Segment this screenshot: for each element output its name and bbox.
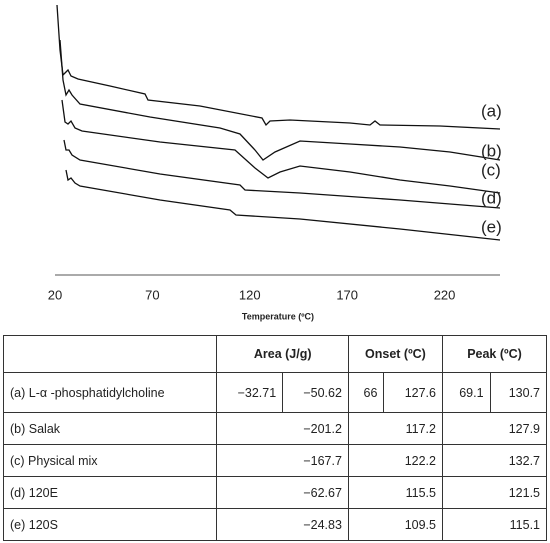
cell: 122.2 bbox=[347, 444, 443, 477]
curve bbox=[65, 169, 501, 241]
curve-label: (a) bbox=[481, 101, 502, 120]
cell: 127.9 bbox=[441, 412, 548, 445]
cell: −24.83 bbox=[216, 508, 349, 541]
table-row: (a) L-α -phosphatidylcholine −32.71 −50.62… bbox=[2, 372, 548, 413]
cell: 66 bbox=[347, 372, 385, 413]
row-label: (c) Physical mix bbox=[2, 444, 218, 477]
row-label: (b) Salak bbox=[2, 412, 218, 445]
curve-label: (c) bbox=[481, 160, 501, 179]
cell: −201.2 bbox=[216, 412, 349, 445]
cell: 130.7 bbox=[489, 372, 548, 413]
cell: 127.6 bbox=[383, 372, 443, 413]
header-cell: Onset (ºC) bbox=[347, 335, 443, 373]
x-tick-label: 220 bbox=[434, 287, 456, 302]
curve-label: (b) bbox=[481, 141, 502, 160]
cell: 132.7 bbox=[441, 444, 548, 477]
table-row: (b) Salak −201.2 117.2 127.9 bbox=[2, 412, 548, 445]
cell: 115.5 bbox=[347, 476, 443, 509]
x-tick-label: 120 bbox=[239, 287, 261, 302]
cell: −62.67 bbox=[216, 476, 349, 509]
cell: 115.1 bbox=[441, 508, 548, 541]
x-axis-label: Temperature (ºC) bbox=[242, 311, 314, 321]
row-label: (d) 120E bbox=[2, 476, 218, 509]
curve bbox=[59, 39, 501, 161]
header-row: Area (J/g) Onset (ºC) Peak (ºC) bbox=[2, 335, 548, 373]
cell: 117.2 bbox=[347, 412, 443, 445]
x-tick-label: 20 bbox=[48, 287, 62, 302]
row-label: (e) 120S bbox=[2, 508, 218, 541]
x-tick-label: 170 bbox=[336, 287, 358, 302]
dsc-chart: (a) (b)(c) (d) (e) 20 70 120 170 220 Temperatur… bbox=[48, 4, 502, 321]
curve-label: (d) bbox=[481, 188, 502, 207]
header-cell: Area (J/g) bbox=[216, 335, 349, 373]
curve bbox=[61, 99, 501, 194]
curve bbox=[63, 139, 501, 209]
cell: 121.5 bbox=[441, 476, 548, 509]
header-cell bbox=[2, 335, 218, 373]
table-row: (c) Physical mix −167.7 122.2 132.7 bbox=[2, 444, 548, 477]
cell: −167.7 bbox=[216, 444, 349, 477]
x-tick-label: 70 bbox=[145, 287, 159, 302]
curve-label: (e) bbox=[481, 217, 502, 236]
curve bbox=[56, 4, 501, 130]
cell: 69.1 bbox=[441, 372, 491, 413]
row-label: (a) L-α -phosphatidylcholine bbox=[2, 372, 218, 413]
cell: −50.62 bbox=[282, 372, 349, 413]
cell: 109.5 bbox=[347, 508, 443, 541]
results-table: Area (J/g) Onset (ºC) Peak (ºC) (a) L-α -ph… bbox=[2, 335, 548, 541]
table-row: (e) 120S −24.83 109.5 115.1 bbox=[2, 508, 548, 541]
header-cell: Peak (ºC) bbox=[441, 335, 548, 373]
cell: −32.71 bbox=[216, 372, 284, 413]
table-row: (d) 120E −62.67 115.5 121.5 bbox=[2, 476, 548, 509]
